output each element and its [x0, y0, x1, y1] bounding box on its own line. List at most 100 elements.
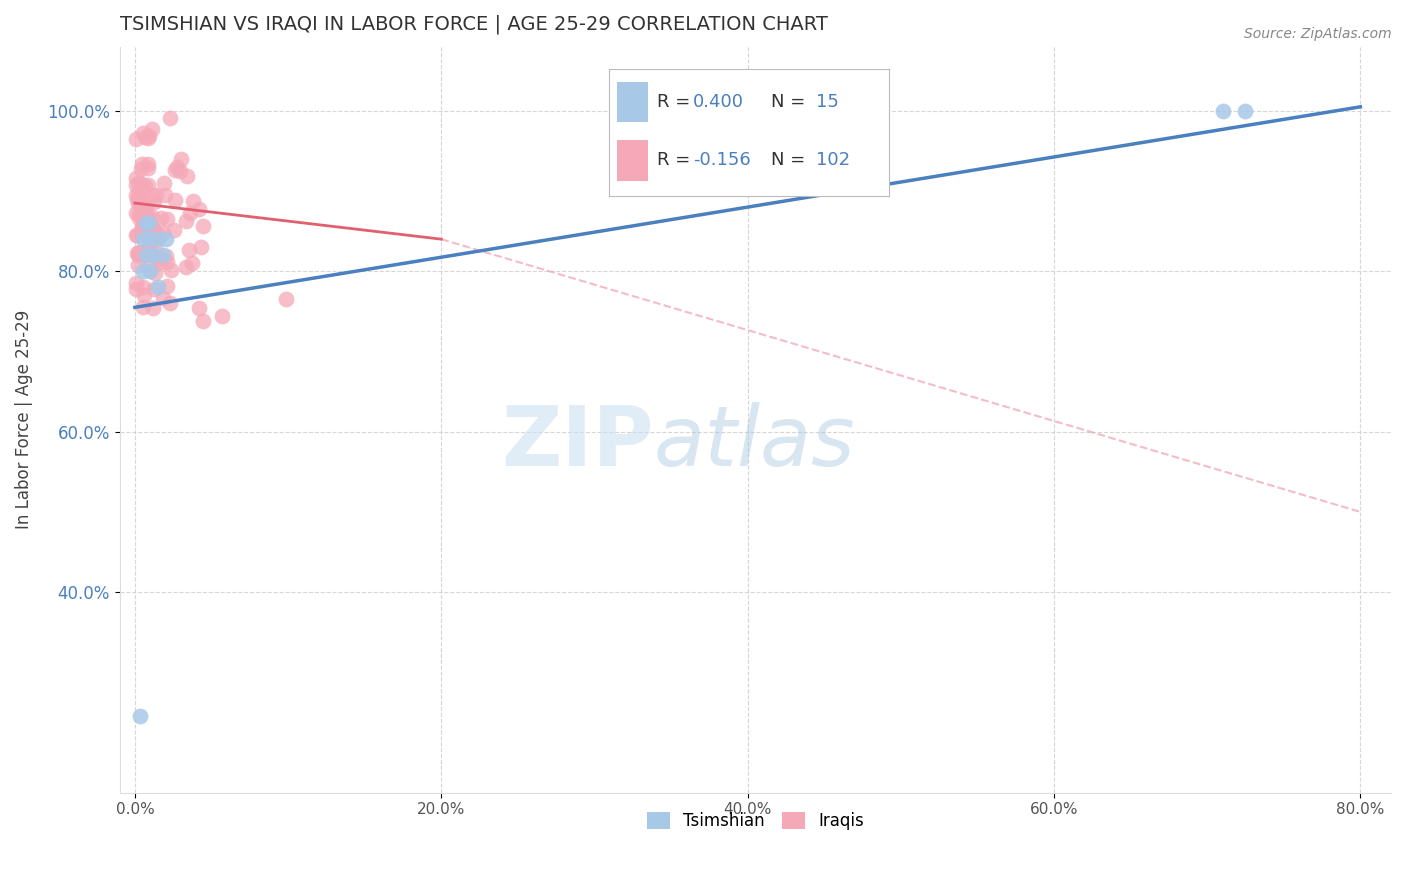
Point [135, 216, 157, 230]
Point [128, 207, 150, 221]
Point [132, 126, 155, 140]
Legend: Tsimshian, Iraqis: Tsimshian, Iraqis [640, 805, 870, 837]
Point [188, 301, 211, 315]
Point [163, 223, 186, 237]
Point [156, 255, 179, 269]
Point [136, 131, 159, 145]
Point [132, 223, 155, 237]
Point [142, 301, 165, 315]
Point [131, 220, 153, 235]
Point [143, 282, 166, 296]
Point [211, 309, 233, 323]
Point [181, 255, 204, 269]
Point [125, 171, 148, 186]
Point [129, 162, 152, 177]
Point [142, 221, 165, 235]
Point [134, 247, 156, 261]
Point [129, 227, 152, 241]
Point [127, 192, 149, 206]
Text: ZIP: ZIP [501, 401, 654, 483]
Point [146, 280, 169, 294]
Point [132, 185, 155, 199]
Point [152, 226, 174, 240]
Text: atlas: atlas [654, 401, 855, 483]
Point [132, 288, 155, 302]
Point [128, 186, 150, 200]
Point [131, 219, 153, 233]
Point [170, 152, 193, 166]
Point [132, 300, 155, 314]
Point [135, 248, 157, 262]
Point [136, 242, 159, 256]
Point [1234, 103, 1257, 118]
Point [188, 202, 211, 217]
Point [131, 210, 153, 224]
Point [141, 244, 163, 259]
Point [155, 278, 177, 293]
Point [131, 227, 153, 241]
Point [177, 244, 200, 258]
Point [181, 194, 204, 208]
Point [138, 213, 160, 227]
Point [138, 216, 160, 230]
Point [139, 264, 162, 278]
Point [142, 195, 165, 210]
Point [193, 219, 215, 234]
Text: Source: ZipAtlas.com: Source: ZipAtlas.com [1244, 27, 1392, 41]
Point [125, 188, 148, 202]
Point [145, 266, 167, 280]
Point [156, 211, 179, 226]
Text: TSIMSHIAN VS IRAQI IN LABOR FORCE | AGE 25-29 CORRELATION CHART: TSIMSHIAN VS IRAQI IN LABOR FORCE | AGE … [120, 15, 828, 35]
Point [138, 128, 160, 143]
Point [138, 232, 160, 246]
Point [148, 227, 170, 242]
Point [132, 209, 155, 223]
Point [128, 245, 150, 260]
Point [125, 205, 148, 219]
Point [125, 277, 148, 291]
Point [152, 291, 174, 305]
Point [153, 187, 176, 202]
Point [134, 196, 156, 211]
Point [125, 178, 148, 192]
Point [165, 193, 187, 207]
Point [145, 188, 167, 202]
Point [125, 228, 148, 243]
Point [276, 292, 298, 306]
Point [138, 259, 160, 273]
Point [131, 196, 153, 211]
Point [131, 232, 153, 246]
Point [148, 256, 170, 270]
Point [166, 160, 188, 174]
Point [127, 247, 149, 261]
Point [136, 157, 159, 171]
Point [136, 161, 159, 175]
Point [150, 211, 173, 226]
Point [128, 211, 150, 225]
Point [135, 201, 157, 215]
Point [139, 234, 162, 248]
Point [176, 260, 198, 274]
Point [159, 111, 181, 125]
Point [136, 178, 159, 192]
Point [128, 709, 150, 723]
Point [142, 221, 165, 235]
Point [174, 214, 197, 228]
Point [129, 194, 152, 209]
Point [135, 220, 157, 235]
Point [127, 258, 149, 272]
Point [125, 228, 148, 243]
Point [134, 130, 156, 145]
Point [152, 248, 174, 262]
Point [132, 196, 155, 211]
Point [1211, 103, 1233, 118]
Point [155, 232, 177, 246]
Point [155, 249, 177, 263]
Point [169, 163, 191, 178]
Point [163, 162, 186, 177]
Point [141, 210, 163, 224]
Y-axis label: In Labor Force | Age 25-29: In Labor Force | Age 25-29 [15, 310, 32, 529]
Point [191, 314, 214, 328]
Point [179, 206, 201, 220]
Point [143, 240, 166, 254]
